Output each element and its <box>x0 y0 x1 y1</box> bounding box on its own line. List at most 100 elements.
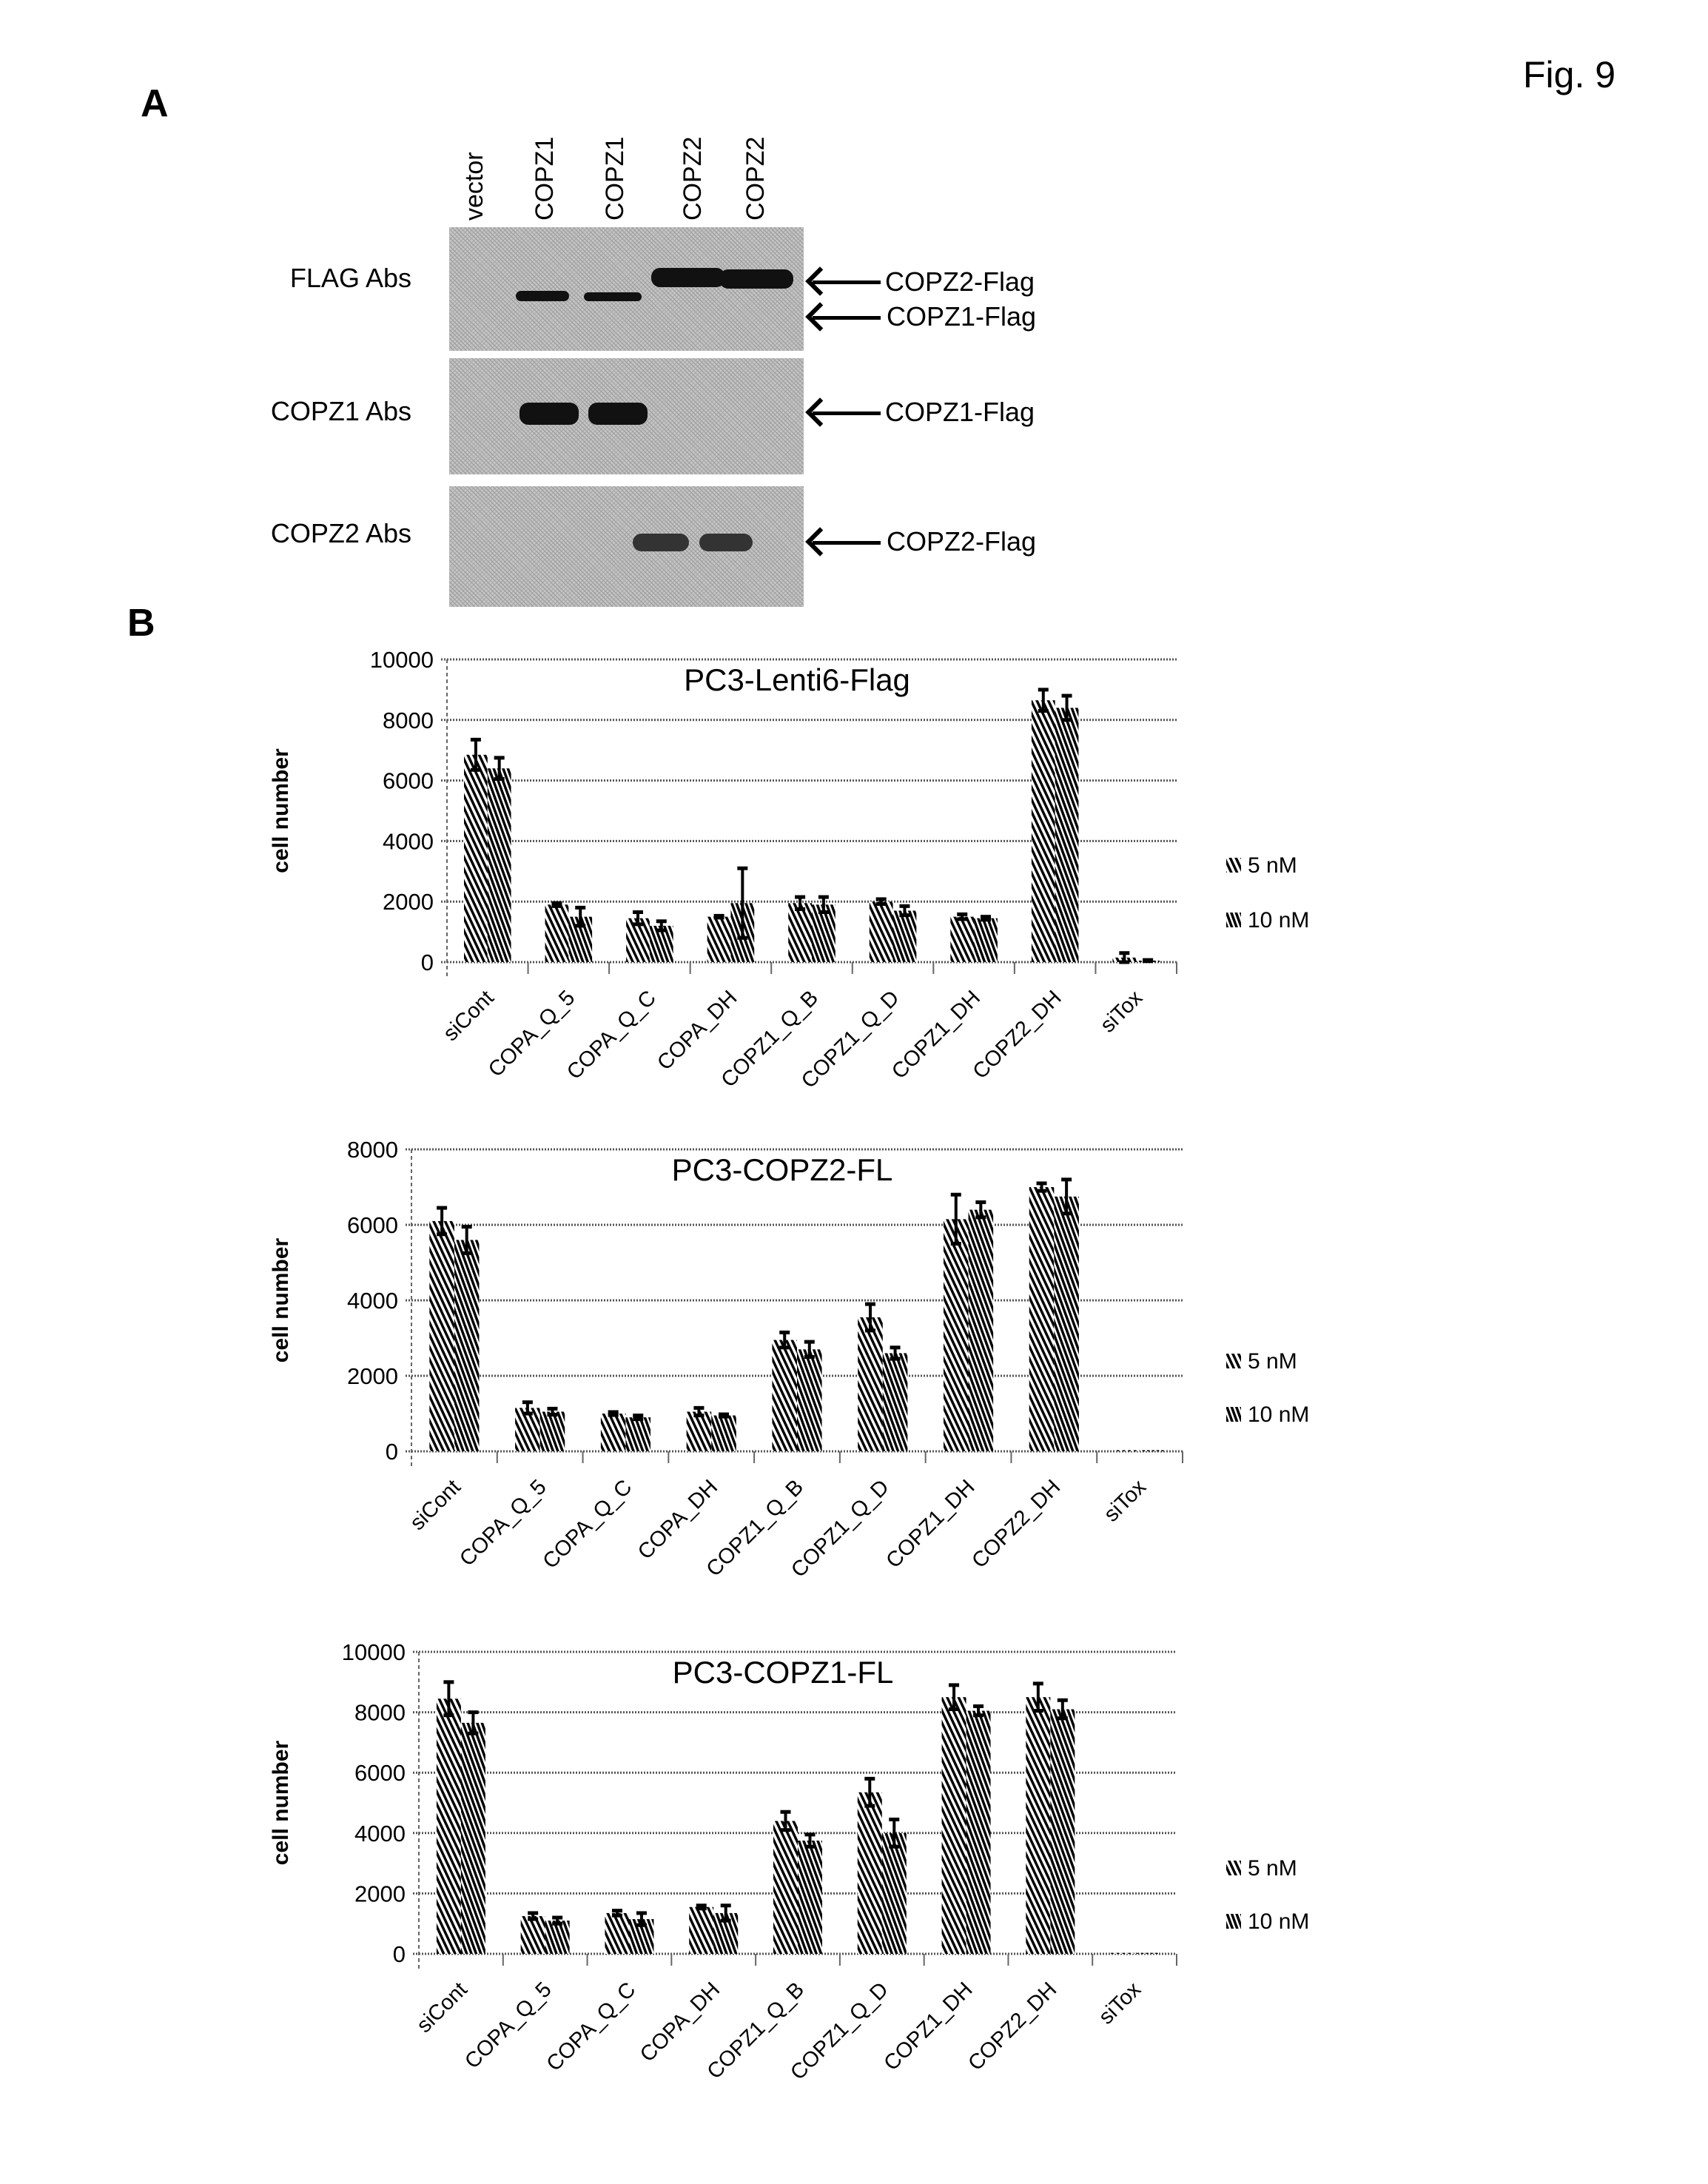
band <box>516 291 569 301</box>
legend-label: 10 nM <box>1248 1402 1309 1427</box>
bar-5nM <box>545 904 569 962</box>
bar-10nM <box>1054 1196 1079 1451</box>
category-label: COPA_DH <box>653 986 742 1075</box>
band <box>719 269 793 289</box>
chart-1: 0 2000 4000 6000 8000 cell number PC3-COPZ2-FL… <box>269 1137 1309 1582</box>
marker-copz2-flag: COPZ2-Flag <box>887 526 1037 557</box>
y-axis-label: cell number <box>269 748 293 873</box>
bar-10nM <box>539 1411 565 1451</box>
y-axis-label: cell number <box>269 1740 293 1865</box>
legend-swatch <box>1226 1407 1241 1422</box>
bar-10nM <box>797 1349 822 1451</box>
bar-10nM <box>966 1710 991 1954</box>
legend-swatch <box>1226 858 1241 873</box>
category-label: COPA_Q_5 <box>455 1475 551 1570</box>
bar-10nM <box>798 1841 822 1954</box>
y-tick-label: 0 <box>393 1941 406 1967</box>
bar-10nM <box>812 904 835 962</box>
category-label: COPA_Q_C <box>539 1475 637 1573</box>
legend-label: 5 nM <box>1248 1856 1297 1881</box>
legend-label: 10 nM <box>1248 1909 1309 1934</box>
bar-10nM <box>968 1209 994 1451</box>
legend-label: 5 nM <box>1248 853 1297 878</box>
legend-swatch <box>1226 1914 1241 1929</box>
chart-title: PC3-COPZ1-FL <box>673 1655 894 1690</box>
bar-10nM <box>1140 1450 1165 1451</box>
category-label: COPA_DH <box>633 1475 722 1564</box>
bar-10nM <box>974 918 998 962</box>
y-tick-label: 6000 <box>354 1760 406 1786</box>
bar-10nM <box>882 1353 908 1451</box>
y-tick-label: 10000 <box>342 1639 406 1665</box>
bar-5nM <box>858 1317 883 1451</box>
bar-5nM <box>1029 1187 1055 1451</box>
bar-5nM <box>520 1916 545 1954</box>
bar-10nM <box>1050 1709 1075 1954</box>
bar-5nM <box>707 916 731 962</box>
arrow-icon <box>813 280 881 284</box>
bar-5nM <box>686 1411 712 1451</box>
band <box>588 403 648 425</box>
arrow-icon <box>813 541 881 545</box>
bar-10nM <box>1055 708 1079 962</box>
category-label: siTox <box>1096 986 1148 1038</box>
row-label-flag: FLAG Abs <box>289 263 411 293</box>
blot-copz2 <box>449 486 804 607</box>
arrow-icon <box>813 411 881 415</box>
y-tick-label: 2000 <box>347 1363 398 1389</box>
marker-copz1-flag: COPZ1-Flag <box>885 397 1035 427</box>
bar-5nM <box>436 1699 461 1954</box>
y-tick-label: 6000 <box>347 1212 398 1238</box>
category-label: COPZ1_DH <box>879 1978 977 2075</box>
bar-5nM <box>600 1414 626 1451</box>
bar-5nM <box>772 1340 797 1451</box>
category-label: COPA_DH <box>636 1978 724 2066</box>
bar-10nM <box>625 1417 651 1451</box>
category-label: siCont <box>412 1978 472 2037</box>
y-axis-label: cell number <box>269 1237 293 1363</box>
bar-5nM <box>857 1792 882 1954</box>
category-label: COPZ2_DH <box>964 1978 1061 2075</box>
bar-10nM <box>881 1832 907 1954</box>
bar-5nM <box>1110 1952 1135 1954</box>
y-tick-label: 4000 <box>383 828 434 854</box>
y-tick-label: 8000 <box>354 1700 406 1726</box>
chart-title: PC3-COPZ2-FL <box>672 1152 893 1187</box>
y-tick-label: 4000 <box>347 1288 398 1314</box>
band <box>584 292 642 301</box>
legend-swatch <box>1226 913 1241 927</box>
row-label-copz2: COPZ2 Abs <box>270 518 411 548</box>
blot-copz1 <box>449 358 804 474</box>
bar-10nM <box>892 910 917 962</box>
bar-5nM <box>773 1821 798 1954</box>
bar-10nM <box>1134 1952 1160 1954</box>
band <box>633 534 689 551</box>
band <box>699 534 753 551</box>
figure-label: Fig. 9 <box>1523 54 1616 95</box>
bar-5nM <box>429 1220 454 1451</box>
bar-5nM <box>943 1219 969 1451</box>
legend-swatch <box>1226 1354 1241 1368</box>
bar-5nM <box>950 916 975 962</box>
bar-5nM <box>941 1697 966 1954</box>
blot-flag <box>449 227 804 351</box>
bar-5nM <box>464 754 488 962</box>
bar-5nM <box>869 901 893 962</box>
marker-copz1-flag: COPZ1-Flag <box>887 301 1037 332</box>
band <box>651 268 725 287</box>
marker-copz2-flag: COPZ2-Flag <box>885 266 1035 297</box>
legend-swatch <box>1226 1861 1241 1875</box>
category-label: siTox <box>1100 1475 1151 1527</box>
bar-5nM <box>788 903 812 962</box>
bar-5nM <box>1031 700 1055 962</box>
category-label: siCont <box>439 986 499 1046</box>
y-tick-label: 6000 <box>383 768 434 794</box>
bar-5nM <box>605 1912 630 1954</box>
bar-10nM <box>454 1240 480 1451</box>
chart-0: 0 2000 4000 6000 8000 10000 cell number PC3-Len… <box>269 647 1309 1093</box>
arrow-icon <box>813 316 881 320</box>
category-label: COPZ1_DH <box>881 1475 979 1573</box>
y-tick-label: 4000 <box>354 1821 406 1847</box>
category-label: COPZ2_DH <box>967 1475 1065 1573</box>
y-tick-label: 0 <box>386 1439 398 1465</box>
